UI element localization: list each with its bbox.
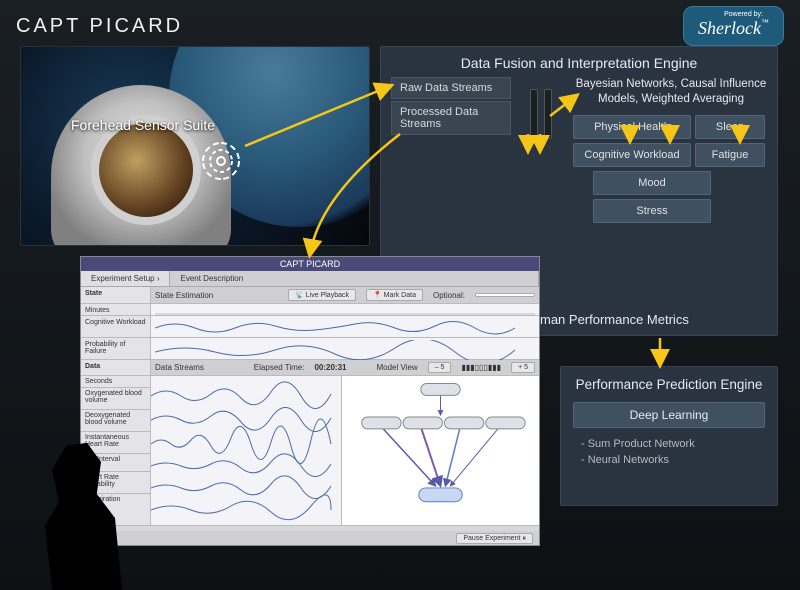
live-playback-button[interactable]: 📡 Live Playback: [288, 289, 356, 301]
metric-mood: Mood: [593, 171, 711, 195]
predict-item-nn: - Neural Networks: [573, 452, 765, 468]
state-header: State: [81, 287, 151, 303]
deep-learning-box: Deep Learning: [573, 402, 765, 428]
stream-boxes: Raw Data Streams Processed Data Streams: [391, 77, 511, 137]
header: CAPT PICARD Powered by: Sherlock™: [0, 0, 800, 50]
sensor-target-icon: [201, 141, 241, 181]
metric-sleep: Sleep: [695, 115, 765, 139]
processed-streams-box: Processed Data Streams: [391, 101, 511, 135]
mark-data-button[interactable]: 📍 Mark Data: [366, 289, 423, 301]
fusion-title: Data Fusion and Interpretation Engine: [391, 55, 767, 71]
row-cognitive: Cognitive Workload: [81, 316, 151, 337]
data-bars-icon: [521, 79, 561, 139]
optional-input[interactable]: [475, 293, 535, 297]
state-estimation-label: State Estimation: [155, 291, 213, 300]
row-minutes: Minutes: [81, 304, 151, 315]
optional-label: Optional:: [433, 291, 465, 300]
tab-event-description[interactable]: Event Description: [170, 271, 539, 286]
metric-stress: Stress: [593, 199, 711, 223]
sherlock-name: Sherlock: [698, 18, 761, 38]
prediction-engine-panel: Performance Prediction Engine Deep Learn…: [560, 366, 778, 506]
elapsed-label: Elapsed Time:: [254, 363, 305, 372]
minus5-button[interactable]: – 5: [428, 362, 452, 373]
bayes-title: Bayesian Networks, Causal Influence Mode…: [573, 77, 769, 107]
bayesian-section: Bayesian Networks, Causal Influence Mode…: [573, 77, 769, 223]
brand-logo: CAPT PICARD: [16, 15, 183, 38]
model-view-label: Model View: [376, 363, 417, 372]
pause-experiment-button[interactable]: Pause Experiment ⏸: [456, 533, 533, 544]
predict-title: Performance Prediction Engine: [573, 377, 765, 392]
dashboard-titlebar: CAPT PICARD: [81, 257, 539, 271]
metric-fatigue: Fatigue: [695, 143, 765, 167]
data-streams-label: Data Streams: [155, 363, 204, 372]
elapsed-value: 00:20:31: [314, 363, 346, 372]
waveform-chart: [151, 376, 341, 524]
tab-experiment-setup[interactable]: Experiment Setup ›: [81, 271, 170, 286]
sensor-suite-label: Forehead Sensor Suite: [71, 117, 215, 133]
data-header: Data: [81, 360, 151, 375]
metric-cognitive: Cognitive Workload: [573, 143, 691, 167]
metric-physical: Physical Health: [573, 115, 691, 139]
astronaut-panel: Forehead Sensor Suite: [20, 46, 370, 246]
plus5-button[interactable]: + 5: [511, 362, 535, 373]
model-view-diagram: [341, 376, 539, 525]
powered-by-label: Powered by:: [698, 11, 763, 18]
raw-streams-box: Raw Data Streams: [391, 77, 511, 99]
predict-item-spn: - Sum Product Network: [573, 436, 765, 452]
dashboard-window: CAPT PICARD Experiment Setup › Event Des…: [80, 256, 540, 546]
slider-icon[interactable]: ▮▮▮▯▯▯▮▮▮: [461, 363, 501, 372]
row-pof: Probability of Failure: [81, 338, 151, 359]
sherlock-badge: Powered by: Sherlock™: [683, 6, 784, 46]
